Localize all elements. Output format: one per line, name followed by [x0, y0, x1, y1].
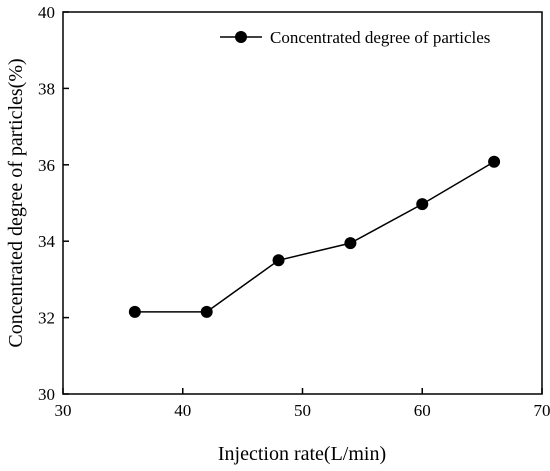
x-axis-title: Injection rate(L/min) [218, 443, 386, 465]
legend-marker [235, 31, 247, 43]
y-axis-title: Concentrated degree of particles(%) [5, 58, 27, 347]
legend-label: Concentrated degree of particles [270, 28, 490, 47]
y-tick-label: 36 [38, 156, 55, 175]
y-tick-label: 34 [38, 232, 56, 251]
data-point [272, 254, 285, 267]
data-point [416, 198, 429, 211]
x-tick-label: 30 [55, 401, 72, 420]
y-tick-label: 32 [38, 309, 55, 328]
y-axis: 30 32 34 36 38 40 [38, 3, 69, 404]
plot-frame [62, 11, 543, 395]
y-tick-label: 38 [38, 79, 55, 98]
y-tick-label: 30 [38, 385, 55, 404]
data-point [128, 305, 141, 318]
data-point [200, 305, 213, 318]
y-tick-label: 40 [38, 3, 55, 22]
x-tick-label: 50 [294, 401, 311, 420]
legend: Concentrated degree of particles [220, 28, 490, 47]
x-tick-label: 40 [174, 401, 191, 420]
data-point [488, 155, 501, 168]
series-layer [128, 155, 501, 318]
data-point [344, 237, 357, 250]
x-tick-label: 70 [534, 401, 550, 420]
series-line [134, 161, 495, 313]
x-axis: 30 40 50 60 70 [55, 388, 550, 420]
x-tick-label: 60 [414, 401, 431, 420]
